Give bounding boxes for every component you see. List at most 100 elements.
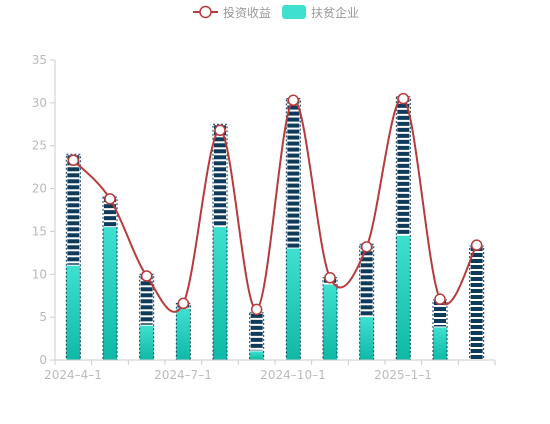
legend-line-marker: [199, 5, 212, 19]
bar-stripe: [397, 223, 410, 228]
bar-group: [175, 302, 191, 361]
bar-stripe: [287, 201, 300, 206]
bar-stripe: [214, 209, 226, 214]
bar-stripe: [67, 227, 80, 232]
line-series: [67, 92, 483, 316]
bar-stripe: [67, 197, 80, 202]
bar-stripe: [140, 299, 153, 304]
line-point: [140, 270, 153, 282]
bar-stripe: [250, 349, 263, 351]
bar-stripe: [67, 251, 80, 256]
line-point: [250, 303, 263, 316]
bar-stripe: [360, 281, 373, 286]
bar-stripe: [250, 319, 263, 324]
bar-stripe: [67, 221, 80, 226]
bar-group: [139, 273, 155, 361]
line-point: [214, 124, 226, 137]
bars: [65, 96, 485, 361]
line-point: [287, 94, 300, 107]
bar-group: [249, 312, 265, 361]
bar-group: [469, 245, 485, 361]
bar-stripe: [140, 287, 153, 292]
bar-stripe: [250, 337, 263, 342]
line-point: [177, 297, 190, 310]
bar-base-segment: [139, 325, 154, 360]
bar-stripe: [104, 222, 116, 227]
y-tick-label: 30: [32, 96, 47, 110]
x-tick-label: 2024–7–1: [154, 368, 212, 382]
line-path: [72, 97, 478, 313]
bar-stripe: [140, 317, 153, 322]
bar-stripe: [287, 207, 300, 212]
bar-base-segment: [249, 351, 264, 360]
line-point: [470, 239, 483, 251]
x-axis: 2024–4–1 2024–7–1 2024–10–1 2025–1–1: [44, 359, 496, 382]
bar-stripe: [397, 199, 410, 204]
bar-stripe: [214, 155, 226, 160]
bar-stripe: [397, 157, 410, 162]
bar-stripe: [214, 203, 226, 208]
bar-stripe: [104, 210, 116, 215]
bar-stripe: [214, 173, 226, 178]
bar-stripe: [470, 325, 483, 329]
bar-stripe: [214, 137, 226, 142]
bar-stripe: [287, 117, 300, 122]
bar-base-segment: [433, 327, 447, 360]
bar-stripe: [67, 263, 80, 265]
bar-stripe: [360, 257, 373, 262]
bar-stripe: [67, 167, 80, 172]
bar-stripe: [470, 259, 483, 263]
bar-stripe: [287, 153, 300, 158]
bar-stripe: [287, 141, 300, 146]
bar-stripe: [397, 181, 410, 186]
legend: 投资收益 扶贫企业: [193, 5, 359, 20]
bar-stripe: [287, 159, 300, 164]
bar-stripe: [140, 305, 153, 310]
bar-stripe: [434, 313, 446, 317]
bar-stripe: [214, 221, 226, 226]
bar-stripe: [470, 337, 483, 341]
bar-stripe: [397, 169, 410, 174]
bar-stripe: [470, 283, 483, 287]
bar-base-segment: [66, 265, 81, 360]
bar-stripe: [397, 175, 410, 180]
bar-stripe: [250, 331, 263, 336]
bar-stripe: [470, 253, 483, 257]
bar-stripe: [214, 191, 226, 196]
bar-base-segment: [176, 308, 191, 360]
bar-stripe: [434, 307, 446, 311]
bar-stripe: [434, 325, 446, 327]
bar-stripe: [104, 204, 116, 209]
y-tick-label: 10: [32, 267, 47, 281]
bar-stripe: [397, 139, 410, 144]
bar-stripe: [287, 135, 300, 140]
bar-stripe: [287, 171, 300, 176]
bar-stripe: [140, 293, 153, 298]
bar-stripe: [397, 211, 410, 216]
bar-top-segment: [359, 244, 374, 318]
bar-base-segment: [396, 235, 411, 360]
bar-stripe: [397, 205, 410, 210]
bar-stripe: [470, 313, 483, 317]
bar-stripe: [287, 183, 300, 188]
x-tick-label: 2024–4–1: [44, 368, 102, 382]
bar-stripe: [214, 161, 226, 166]
bar-stripe: [67, 215, 80, 220]
bar-base-segment: [359, 317, 374, 360]
legend-label-investment: 投资收益: [223, 5, 271, 20]
bar-outline: [285, 98, 301, 361]
bar-stripe: [470, 289, 483, 293]
bar-stripe: [287, 123, 300, 128]
y-tick-label: 0: [39, 353, 47, 367]
bar-group: [322, 277, 338, 361]
bar-stripe: [360, 287, 373, 292]
bar-outline: [139, 273, 155, 361]
bar-stripe: [287, 231, 300, 236]
bar-stripe: [140, 311, 153, 316]
bar-stripe: [397, 229, 410, 234]
bar-stripe: [360, 293, 373, 298]
y-tick-label: 5: [39, 310, 47, 324]
bar-stripe: [67, 233, 80, 238]
